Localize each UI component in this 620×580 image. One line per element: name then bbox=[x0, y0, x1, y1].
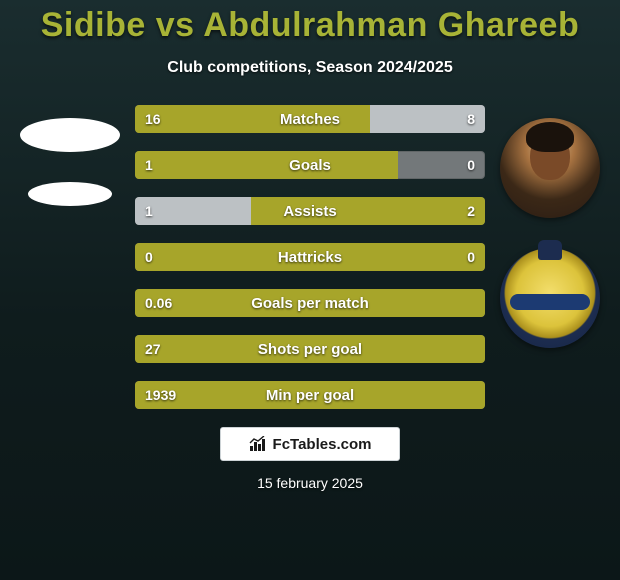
compare-row: 16 8 Matches bbox=[135, 105, 485, 133]
value-left: 1939 bbox=[145, 387, 176, 403]
bar-left-fill bbox=[135, 151, 398, 179]
compare-row: 27 Shots per goal bbox=[135, 335, 485, 363]
compare-row: 0 0 Hattricks bbox=[135, 243, 485, 271]
player-right-club-badge bbox=[500, 248, 600, 348]
value-left: 27 bbox=[145, 341, 161, 357]
row-label: Matches bbox=[280, 111, 340, 128]
value-right: 8 bbox=[467, 111, 475, 127]
row-label: Min per goal bbox=[266, 387, 354, 404]
compare-row: 1 0 Goals bbox=[135, 151, 485, 179]
row-label: Hattricks bbox=[278, 249, 342, 266]
row-label: Goals per match bbox=[251, 295, 369, 312]
value-left: 1 bbox=[145, 203, 153, 219]
player-right-photo bbox=[500, 118, 600, 218]
value-left: 0 bbox=[145, 249, 153, 265]
brand-badge[interactable]: FcTables.com bbox=[220, 427, 400, 461]
player-left-club-placeholder bbox=[28, 182, 112, 206]
chart-icon bbox=[249, 436, 267, 452]
value-right: 2 bbox=[467, 203, 475, 219]
compare-row: 1939 Min per goal bbox=[135, 381, 485, 409]
value-right: 0 bbox=[467, 157, 475, 173]
compare-row: 1 2 Assists bbox=[135, 197, 485, 225]
brand-label: FcTables.com bbox=[273, 436, 372, 453]
page-title: Sidibe vs Abdulrahman Ghareeb bbox=[0, 0, 620, 45]
subtitle: Club competitions, Season 2024/2025 bbox=[0, 59, 620, 77]
left-player-column bbox=[10, 118, 130, 206]
value-left: 0.06 bbox=[145, 295, 172, 311]
row-label: Goals bbox=[289, 157, 331, 174]
row-label: Shots per goal bbox=[258, 341, 362, 358]
value-left: 16 bbox=[145, 111, 161, 127]
footer-date: 15 february 2025 bbox=[0, 475, 620, 491]
player-left-photo-placeholder bbox=[20, 118, 120, 152]
compare-chart: 16 8 Matches 1 0 Goals 1 2 Assists 0 0 Hattricks 0.0… bbox=[135, 105, 485, 409]
value-right: 0 bbox=[467, 249, 475, 265]
right-player-column bbox=[490, 118, 610, 348]
compare-row: 0.06 Goals per match bbox=[135, 289, 485, 317]
value-left: 1 bbox=[145, 157, 153, 173]
row-label: Assists bbox=[283, 203, 336, 220]
